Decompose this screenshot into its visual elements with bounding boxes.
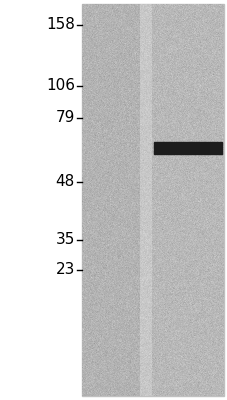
Bar xyxy=(153,142,221,154)
Bar xyxy=(82,4,223,396)
Text: 48: 48 xyxy=(56,174,75,190)
Text: 79: 79 xyxy=(55,110,75,126)
Text: 158: 158 xyxy=(46,17,75,32)
Text: 106: 106 xyxy=(46,78,75,94)
Text: 35: 35 xyxy=(55,232,75,248)
Text: 23: 23 xyxy=(55,262,75,278)
